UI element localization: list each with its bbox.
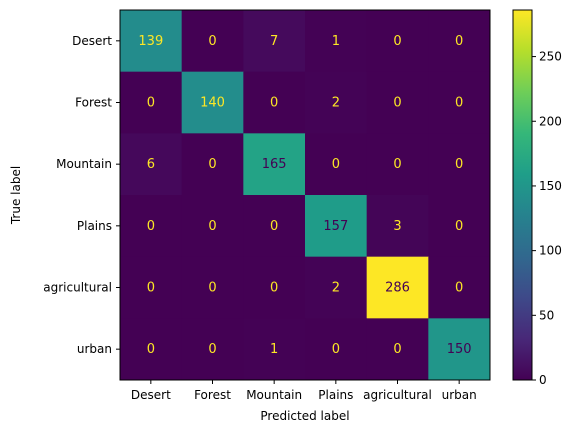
heatmap-cell [366,71,429,134]
heatmap-cell [243,256,306,319]
plot-frame [119,9,491,381]
heatmap-cell [428,71,491,134]
cell-value-label: 0 [455,157,463,172]
heatmap-cell [181,195,244,258]
cell-value-label: 140 [200,96,225,111]
cell-value-label: 0 [208,34,216,49]
x-tick-label: Mountain [246,388,302,402]
cell-value-label: 0 [208,219,216,234]
cell-value-label: 0 [208,157,216,172]
cell-value-label: 2 [332,281,340,296]
x-axis-label: Predicted label [260,409,349,423]
cell-value-label: 0 [393,34,401,49]
heatmap-cell [305,318,368,381]
y-tick-label: Mountain [56,157,112,171]
x-tick-label: agricultural [363,388,432,402]
heatmap-cell [120,256,183,319]
heatmap-cell [366,133,429,196]
heatmap-cell [366,195,429,258]
colorbar-tick-label: 250 [539,50,562,64]
y-tick-label: Forest [75,96,112,110]
cell-value-label: 0 [208,281,216,296]
colorbar-ticks: 0 50 100 150 200 250 [532,50,562,387]
x-tick-label: Desert [131,388,171,402]
cell-value-label: 139 [138,34,163,49]
cell-value-label: 0 [455,281,463,296]
cell-value-label: 165 [262,157,287,172]
heatmap-cell [181,10,244,73]
heatmap-cell [428,256,491,319]
cell-value-label: 0 [270,219,278,234]
heatmap-cell [428,318,491,381]
x-tick-label: Plains [318,388,353,402]
y-tick-label: urban [77,342,112,356]
y-axis-label: True label [9,166,23,225]
heatmap-cell [181,256,244,319]
heatmap-cell [305,256,368,319]
x-tick-label: urban [442,388,477,402]
cell-value-label: 0 [455,96,463,111]
colorbar-tick-label: 150 [539,179,562,193]
cell-value-label: 0 [455,34,463,49]
cell-value-label: 6 [147,157,155,172]
cell-value-label: 0 [208,342,216,357]
y-tick-label: Desert [72,34,112,48]
colorbar-tick-label: 50 [539,308,554,322]
cell-value-label: 7 [270,34,278,49]
cell-value-label: 0 [147,342,155,357]
y-tick-label: agricultural [43,281,112,295]
heatmap-cell [243,133,306,196]
heatmap-cell [181,133,244,196]
heatmap-cell [428,195,491,258]
heatmap-cell [305,71,368,134]
cell-value-label: 0 [147,219,155,234]
cell-value-label: 0 [393,157,401,172]
heatmap-cell [120,71,183,134]
cell-value-label: 157 [323,219,348,234]
heatmap-cell [305,195,368,258]
x-tick-label: Forest [194,388,231,402]
cell-value-label: 0 [393,342,401,357]
colorbar-tick-label: 0 [539,373,547,387]
heatmap-cell [366,318,429,381]
heatmap-cell [120,318,183,381]
heatmap-cell [120,10,183,73]
heatmap-cell [305,10,368,73]
y-axis-ticks: Desert Forest Mountain Plains agricultural ur… [43,34,120,356]
cell-value-label: 0 [332,342,340,357]
heatmap-cell [120,133,183,196]
cell-value-label: 0 [332,157,340,172]
heatmap-cell [428,10,491,73]
heatmap-cell [366,256,429,319]
cell-value-label: 0 [147,96,155,111]
heatmap-cell [181,71,244,134]
cell-value-label: 286 [385,281,410,296]
colorbar [512,9,533,381]
cell-value-label: 1 [270,342,278,357]
cell-value-label: 0 [270,96,278,111]
cell-value-label: 150 [447,342,472,357]
cell-value-label: 0 [270,281,278,296]
heatmap-cell [120,195,183,258]
cell-value-label: 3 [393,219,401,234]
colorbar-tick-label: 100 [539,244,562,258]
heatmap-cell [243,318,306,381]
colorbar-tick-label: 200 [539,114,562,128]
cell-value-label: 0 [147,281,155,296]
y-tick-label: Plains [77,219,112,233]
heatmap-cell [366,10,429,73]
heatmap-cell [181,318,244,381]
cell-value-label: 0 [393,96,401,111]
heatmap-cell [428,133,491,196]
cell-value-label: 2 [332,96,340,111]
heatmap-cell [243,71,306,134]
heatmap-cells: 139 0 7 1 0 0 0 140 0 2 0 0 6 0 165 0 0 0 0 0 0 157 3 0 0 0 0 2 286 0… [120,10,491,381]
x-axis-ticks: Desert Forest Mountain Plains agricultural ur… [131,380,477,402]
cell-value-label: 0 [455,219,463,234]
heatmap-cell [305,133,368,196]
heatmap-cell [243,10,306,73]
cell-value-label: 1 [332,34,340,49]
heatmap-cell [243,195,306,258]
